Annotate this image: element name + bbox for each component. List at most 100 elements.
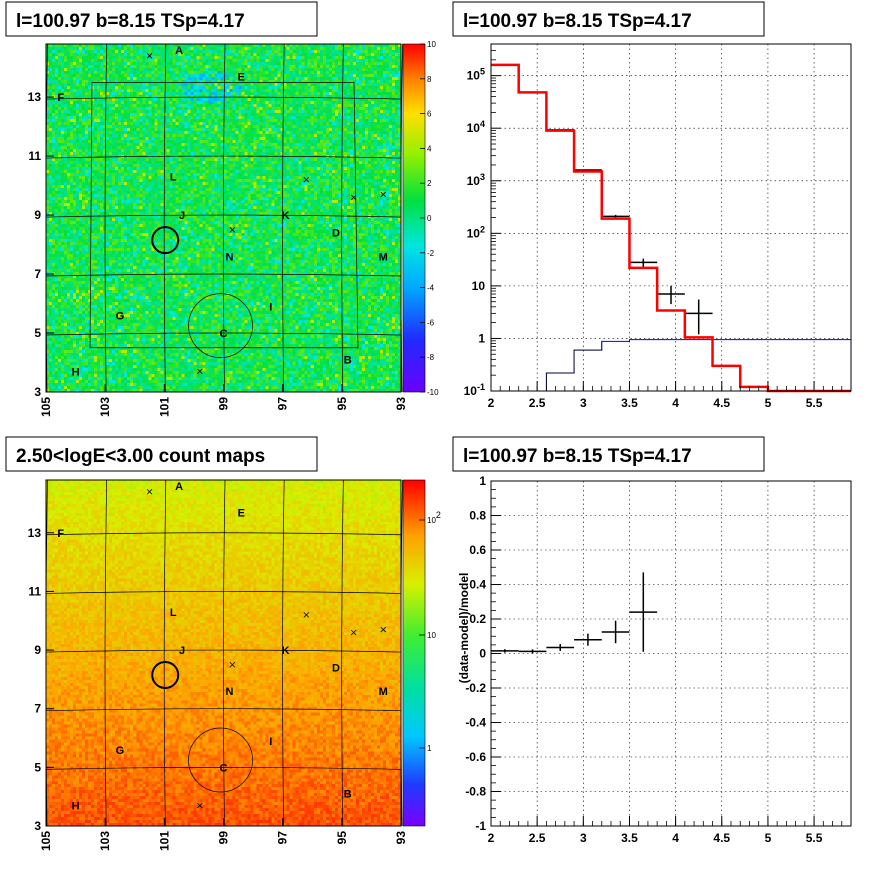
source-label-c: C (220, 762, 228, 774)
y-tick-label: -0.8 (465, 785, 486, 799)
palette-tick-label: 10 (427, 631, 436, 640)
x-tick-label: 4 (672, 831, 679, 845)
source-label-m: M (379, 251, 388, 263)
source-cross (229, 227, 236, 233)
palette-tick-label: -6 (427, 318, 435, 327)
y-tick-label: 11 (28, 149, 41, 163)
x-tick-label: 105 (39, 397, 53, 417)
roi-box (89, 81, 359, 349)
y-tick-label: 0.8 (469, 509, 486, 523)
source-cross (380, 626, 387, 633)
source-label-e: E (238, 507, 245, 519)
x-tick-label: 103 (98, 831, 112, 851)
y-tick-label: 1 (478, 331, 485, 345)
y-tick-label: 103 (467, 172, 485, 188)
y-tick-label: 7 (34, 267, 41, 281)
y-tick-label: 3 (34, 819, 41, 833)
data-step-line (546, 340, 603, 391)
spectrum-frame (490, 43, 852, 392)
x-tick-label: 3 (580, 396, 587, 410)
source-label-g: G (116, 745, 125, 757)
map-parallel (45, 273, 402, 277)
palette-tick-label: 10 (427, 40, 436, 49)
x-tick-label: 93 (394, 831, 408, 845)
map-meridian (163, 43, 167, 393)
x-tick-label: 99 (217, 397, 231, 411)
map-top-title-box (5, 1, 318, 37)
source-cross (303, 176, 310, 183)
map-meridian (341, 479, 344, 827)
source-cross (146, 53, 153, 59)
y-tick-label: -0.6 (465, 750, 486, 764)
ratio-plot: 2 2.5 3 3.5 4 4.5 5 5.5 1 0.8 0.6 0.4 0.2 0 -0.2 -0.4 -0… (465, 474, 852, 845)
source-label-b: B (344, 789, 352, 801)
source-cross (350, 194, 357, 201)
map-parallel (45, 649, 402, 653)
x-tick-label: 2.5 (529, 396, 546, 410)
source-label-n: N (225, 686, 233, 698)
spectrum-title: l=100.97 b=8.15 TSp=4.17 (463, 11, 692, 32)
map-parallel (45, 214, 402, 218)
y-tick-label: 0.4 (469, 578, 486, 592)
map-meridian (223, 479, 226, 827)
source-label-b: B (344, 355, 352, 367)
map-meridian (223, 43, 226, 393)
y-tick-label: 10-1 (464, 382, 485, 398)
ratio-title: l=100.97 b=8.15 TSp=4.17 (463, 446, 692, 467)
palette-tick-label: 2 (427, 179, 432, 188)
source-cross (197, 802, 203, 809)
source-label-l: L (170, 607, 177, 619)
y-tick-label: 11 (28, 584, 41, 598)
source-label-e: E (238, 71, 245, 83)
source-cross (380, 191, 387, 198)
source-cross (146, 488, 153, 495)
y-tick-label: -0.2 (465, 681, 486, 695)
x-tick-label: 5 (765, 831, 772, 845)
source-label-m: M (379, 686, 388, 698)
palette-tick-label: 102 (427, 510, 441, 525)
target-circle (151, 660, 180, 689)
x-tick-label: 5.5 (806, 831, 823, 845)
palette-tick-label: 0 (427, 214, 432, 223)
spectrum-plot: 2 2.5 3 3.5 4 4.5 5 5.5 10-1 1 10 102 103 104 105 (464, 43, 852, 410)
source-label-a: A (175, 45, 183, 57)
source-label-l: L (170, 172, 177, 184)
x-tick-label: 4.5 (713, 831, 730, 845)
y-tick-label: -0.4 (465, 716, 486, 730)
palette-tick-label: -10 (427, 388, 439, 397)
y-tick-label: 0.2 (469, 612, 486, 626)
x-tick-label: 4 (672, 396, 679, 410)
map-meridian (341, 43, 344, 393)
target-circle (151, 226, 180, 255)
palette-tick-label: -2 (427, 249, 435, 258)
source-label-f: F (57, 92, 64, 104)
source-label-c: C (220, 328, 228, 340)
x-tick-label: 99 (217, 831, 231, 845)
source-cross (303, 612, 310, 618)
source-label-i: I (269, 301, 272, 313)
source-label-h: H (72, 366, 80, 378)
map-bottom-title: 2.50<logE<3.00 count maps (16, 446, 265, 467)
map-meridian (104, 43, 108, 393)
palette-tick-label: 6 (427, 110, 432, 119)
x-tick-label: 2 (488, 831, 495, 845)
y-tick-label: 0.6 (469, 543, 486, 557)
y-tick-label: 102 (467, 224, 485, 240)
x-tick-label: 105 (39, 831, 53, 851)
y-tick-label: 0 (479, 647, 486, 661)
y-tick-label: 13 (28, 526, 42, 540)
y-tick-label: 105 (467, 67, 485, 83)
source-label-h: H (72, 800, 80, 812)
map-parallel (45, 767, 402, 770)
y-tick-label: 9 (34, 643, 41, 657)
model-step-line (491, 63, 851, 393)
x-tick-label: 95 (335, 397, 349, 411)
map-parallel (45, 591, 402, 594)
y-tick-label: 3 (34, 385, 41, 399)
map-bottom-title-box (5, 436, 318, 472)
source-label-d: D (332, 228, 340, 240)
map-parallel (45, 532, 402, 536)
map-meridian (163, 479, 167, 827)
map-meridian (282, 43, 285, 393)
